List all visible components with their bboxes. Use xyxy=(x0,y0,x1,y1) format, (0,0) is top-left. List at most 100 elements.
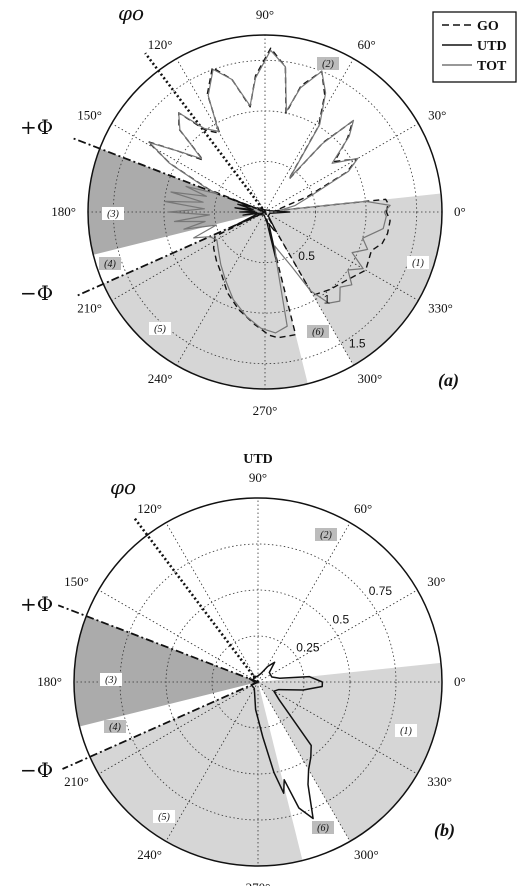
region-shade-5 xyxy=(101,212,309,389)
polar-chart-a: 0° 30° 60° 90° 120° 150° 180° 210° 240° 270° 300° 3… xyxy=(20,1,517,418)
angle-tick-0: 0° xyxy=(454,204,466,219)
region-label-box xyxy=(149,322,171,335)
shadow-boundary-minus xyxy=(62,681,259,770)
radial-tick-label: 0.25 xyxy=(296,641,320,655)
region-label-5: (5) xyxy=(154,324,166,335)
angle-tick-90: 90° xyxy=(249,470,267,485)
angle-tick-210: 210° xyxy=(64,774,89,789)
angle-tick-30: 30° xyxy=(427,574,445,589)
grid-spoke xyxy=(257,589,418,683)
region-label-box xyxy=(312,821,334,834)
angle-tick-180: 180° xyxy=(51,204,76,219)
region-label-box xyxy=(395,724,417,737)
angle-tick-330: 330° xyxy=(428,301,453,316)
region-label-5: (5) xyxy=(158,812,170,823)
angle-tick-150: 150° xyxy=(64,574,89,589)
minus-phi-label: −Φ xyxy=(20,281,53,305)
legend-label-go: GO xyxy=(477,19,499,34)
plus-phi-label: +Φ xyxy=(20,115,53,139)
region-label-box xyxy=(307,325,329,338)
region-label-3: (3) xyxy=(105,675,117,686)
region-shade-5 xyxy=(88,682,303,866)
region-label-6: (6) xyxy=(312,327,324,338)
region-label-box xyxy=(102,207,124,220)
outer-circle-b xyxy=(73,497,443,867)
series-line-utd xyxy=(231,198,291,262)
angle-tick-0: 0° xyxy=(454,674,466,689)
region-shade-1 xyxy=(258,662,442,844)
angle-tick-120: 120° xyxy=(148,37,173,52)
shadow-boundary-minus xyxy=(75,211,266,298)
grid-spoke xyxy=(111,211,266,301)
region-label-box xyxy=(104,720,126,733)
angle-tick-120: 120° xyxy=(137,501,162,516)
radial-tick-label: 0.5 xyxy=(333,612,350,626)
region-label-4: (4) xyxy=(104,259,116,270)
region-label-3: (3) xyxy=(107,209,119,220)
incidence-angle-label: φo xyxy=(110,475,136,499)
grid-circle xyxy=(213,160,316,263)
angle-tick-60: 60° xyxy=(354,501,372,516)
region-label-box xyxy=(407,256,429,269)
grid-spoke xyxy=(165,522,259,683)
series-line-tot xyxy=(149,49,391,334)
chart-title: UTD xyxy=(243,452,273,467)
incidence-angle-label: φo xyxy=(118,1,144,25)
grid-spoke xyxy=(98,589,259,683)
grid-spoke xyxy=(257,681,418,775)
region-label-4: (4) xyxy=(109,722,121,733)
legend-label-tot: TOT xyxy=(477,59,507,74)
grid-spoke xyxy=(264,58,354,213)
region-label-2: (2) xyxy=(322,59,334,70)
angle-tick-90: 90° xyxy=(256,7,274,22)
region-label-1: (1) xyxy=(400,726,412,737)
shadow-boundary-plus xyxy=(57,604,259,683)
region-shade-3 xyxy=(74,615,258,727)
grid-spoke xyxy=(98,681,259,775)
minus-phi-label: −Φ xyxy=(20,758,53,782)
grid-spoke xyxy=(264,211,419,301)
region-label-1: (1) xyxy=(412,258,424,269)
panel-label: (b) xyxy=(434,820,455,841)
region-shade-1 xyxy=(265,193,442,367)
radial-tick-label: 0.5 xyxy=(298,249,315,263)
panel-label: (a) xyxy=(438,370,459,391)
radial-tick-label: 1 xyxy=(324,293,331,307)
incidence-direction-line xyxy=(132,516,260,683)
region-label-6: (6) xyxy=(317,823,329,834)
polar-chart-b: 0° 30° 60° 90° 120° 150° 180° 210° 240° 270° 300° 3… xyxy=(20,452,466,886)
angle-tick-210: 210° xyxy=(77,301,102,316)
angle-tick-300: 300° xyxy=(358,371,383,386)
region-label-box xyxy=(99,257,121,270)
region-label-2: (2) xyxy=(320,530,332,541)
legend: GO UTD TOT xyxy=(432,11,517,83)
angle-tick-270: 270° xyxy=(253,403,278,418)
angle-tick-240: 240° xyxy=(148,371,173,386)
grid-spoke xyxy=(176,58,266,213)
legend-box xyxy=(432,11,517,83)
region-label-box xyxy=(153,810,175,823)
grid-spoke xyxy=(257,681,351,842)
grid-spoke xyxy=(257,522,351,683)
angle-tick-330: 330° xyxy=(427,774,452,789)
angle-tick-180: 180° xyxy=(37,674,62,689)
radial-tick-label: 0.75 xyxy=(369,584,393,598)
grid-spoke xyxy=(264,123,419,213)
grid-spoke xyxy=(165,681,259,842)
grid-spoke xyxy=(176,211,266,366)
angle-tick-150: 150° xyxy=(77,108,102,123)
grid-spoke xyxy=(111,123,266,213)
incidence-direction-line xyxy=(144,52,267,213)
angle-tick-270: 270° xyxy=(246,880,271,886)
outer-circle-a xyxy=(87,34,443,390)
region-label-box xyxy=(315,528,337,541)
series-line-utd xyxy=(248,661,324,820)
angle-tick-300: 300° xyxy=(354,847,379,862)
grid-circle xyxy=(211,635,305,729)
radial-tick-label: 1.5 xyxy=(349,336,366,350)
legend-label-utd: UTD xyxy=(477,39,507,54)
plus-phi-label: +Φ xyxy=(20,592,53,616)
angle-tick-240: 240° xyxy=(137,847,162,862)
angle-tick-30: 30° xyxy=(428,108,446,123)
